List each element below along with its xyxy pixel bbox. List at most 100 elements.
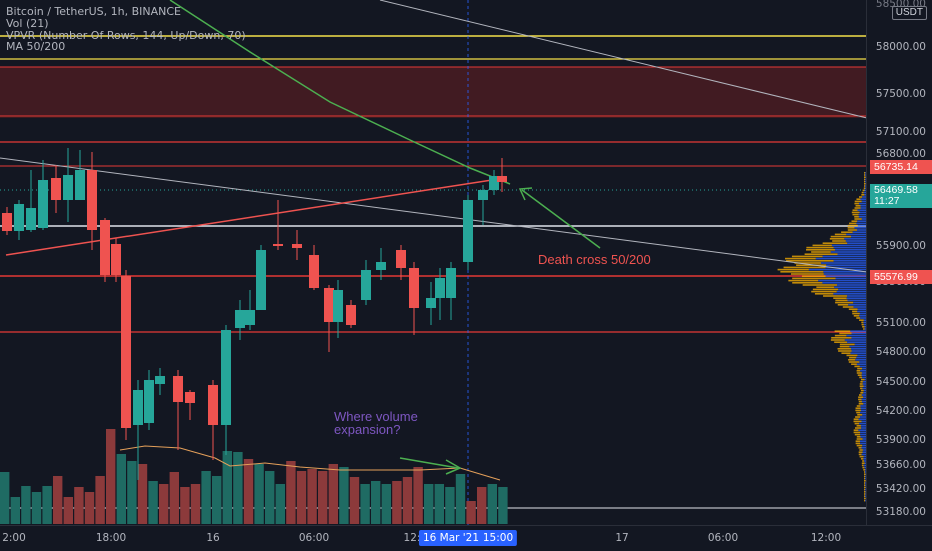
vpvr-row-up	[859, 211, 867, 214]
vpvr-row-down	[833, 297, 847, 299]
vpvr-row-up	[863, 319, 867, 321]
vpvr-row-down	[822, 242, 848, 244]
vpvr-row-up	[860, 411, 867, 414]
vpvr-row-down	[861, 191, 864, 194]
volume-bar	[265, 471, 275, 524]
vpvr-row-up	[860, 198, 867, 200]
vpvr-row-up	[859, 440, 867, 442]
volume-bar	[74, 487, 84, 524]
vpvr-row-up	[833, 293, 867, 295]
candle-body	[133, 390, 143, 425]
candle-body	[38, 180, 48, 228]
vpvr-row-up	[858, 216, 867, 218]
vpvr-histogram	[777, 172, 867, 502]
vpvr-row-up	[862, 444, 867, 447]
volume-bar	[127, 461, 137, 524]
candle-body	[111, 244, 121, 275]
vpvr-row-up	[815, 257, 867, 260]
vpvr-row-down	[858, 400, 862, 403]
symbol-title[interactable]: Bitcoin / TetherUS, 1h, BINANCE	[6, 5, 182, 18]
volume-indicator-label[interactable]: Vol (21)	[6, 16, 49, 30]
vpvr-row-down	[864, 475, 866, 478]
vpvr-row-down	[861, 321, 864, 324]
volume-bar	[84, 492, 95, 524]
vpvr-row-down	[853, 418, 859, 420]
vpvr-row-up	[822, 255, 867, 258]
vpvr-row-down	[855, 407, 861, 409]
vpvr-row-up	[846, 334, 867, 337]
vpvr-row-down	[796, 264, 827, 266]
zone-edge	[0, 116, 867, 118]
price-tick-label: 57500.00	[875, 88, 926, 100]
vpvr-row-up	[857, 310, 867, 313]
vpvr-row-up	[860, 442, 867, 445]
vpvr-row-down	[858, 451, 863, 453]
vpvr-row-down	[852, 213, 859, 216]
vpvr-row-up	[851, 235, 867, 238]
vpvr-row-down	[859, 455, 864, 458]
vpvr-indicator-label[interactable]: VPVR (Number Of Rows, 144, Up/Down, 70)	[6, 28, 246, 42]
candle-body	[446, 268, 456, 298]
vpvr-row-down	[846, 354, 858, 357]
death-cross-arrow-line	[521, 189, 601, 249]
candle-body	[426, 298, 436, 308]
volume-bar	[42, 486, 52, 524]
vpvr-row-down	[856, 317, 861, 319]
candle-body	[376, 262, 386, 270]
vpvr-row-down	[794, 262, 822, 264]
vpvr-row-up	[851, 350, 867, 352]
time-axis[interactable]: 2:00 18:00 16 06:00 12: 16 Mar '21 15:00…	[0, 525, 932, 551]
volume-bar	[31, 492, 42, 524]
candle-body	[497, 176, 507, 182]
vpvr-row-down	[812, 244, 832, 247]
vpvr-row-up	[860, 433, 867, 436]
last-price-badge: 56469.58 11:27	[870, 184, 932, 208]
vpvr-row-down	[848, 361, 860, 363]
volume-bar	[137, 464, 148, 524]
vpvr-row-down	[864, 493, 866, 495]
vpvr-row-down	[856, 405, 861, 407]
death-cross-annotation[interactable]: Death cross 50/200	[538, 252, 651, 267]
vpvr-row-up	[826, 264, 867, 266]
price-tick-label: 55100.00	[875, 317, 926, 329]
vpvr-row-down	[834, 233, 847, 236]
vpvr-row-up	[856, 222, 867, 225]
vpvr-row-up	[864, 460, 867, 462]
vpvr-row-up	[864, 328, 867, 330]
time-label: 17	[615, 532, 629, 544]
volume-bar	[307, 469, 317, 524]
last-price-value: 56469.58	[874, 184, 918, 196]
ma-indicator-label[interactable]: MA 50/200	[6, 40, 66, 54]
price-axis[interactable]: 58500.00 USDT 58000.00 57500.00 57100.00 56…	[866, 0, 932, 525]
candlesticks	[2, 148, 507, 480]
vpvr-row-down	[855, 409, 861, 412]
vpvr-row-down	[861, 194, 865, 196]
vpvr-row-down	[848, 308, 858, 310]
vpvr-row-up	[864, 466, 867, 469]
volume-bar	[148, 481, 158, 524]
volume-bar	[445, 487, 455, 524]
vpvr-row-down	[859, 319, 864, 321]
vpvr-row-down	[851, 220, 858, 222]
vpvr-row-down	[848, 359, 856, 361]
vpvr-row-down	[856, 372, 862, 374]
currency-label[interactable]: USDT	[891, 6, 927, 20]
vpvr-row-down	[864, 495, 866, 497]
volume-bar	[487, 484, 497, 524]
vpvr-row-down	[790, 273, 824, 275]
vpvr-row-up	[862, 367, 867, 370]
annotation-arrows	[399, 187, 601, 475]
price-badge-level-high: 56735.14	[870, 160, 932, 174]
ma-200-line	[169, 0, 511, 185]
vpvr-row-down	[847, 224, 858, 227]
price-tick-label: 57100.00	[875, 126, 926, 138]
vpvr-row-down	[856, 438, 863, 440]
vpvr-row-up	[850, 330, 867, 332]
candle-body	[333, 290, 343, 322]
vpvr-row-down	[859, 383, 863, 385]
volume-question-annotation[interactable]: Where volume expansion?	[334, 410, 418, 436]
vpvr-row-down	[861, 462, 865, 464]
vpvr-row-up	[850, 352, 867, 354]
vpvr-row-up	[863, 403, 867, 405]
